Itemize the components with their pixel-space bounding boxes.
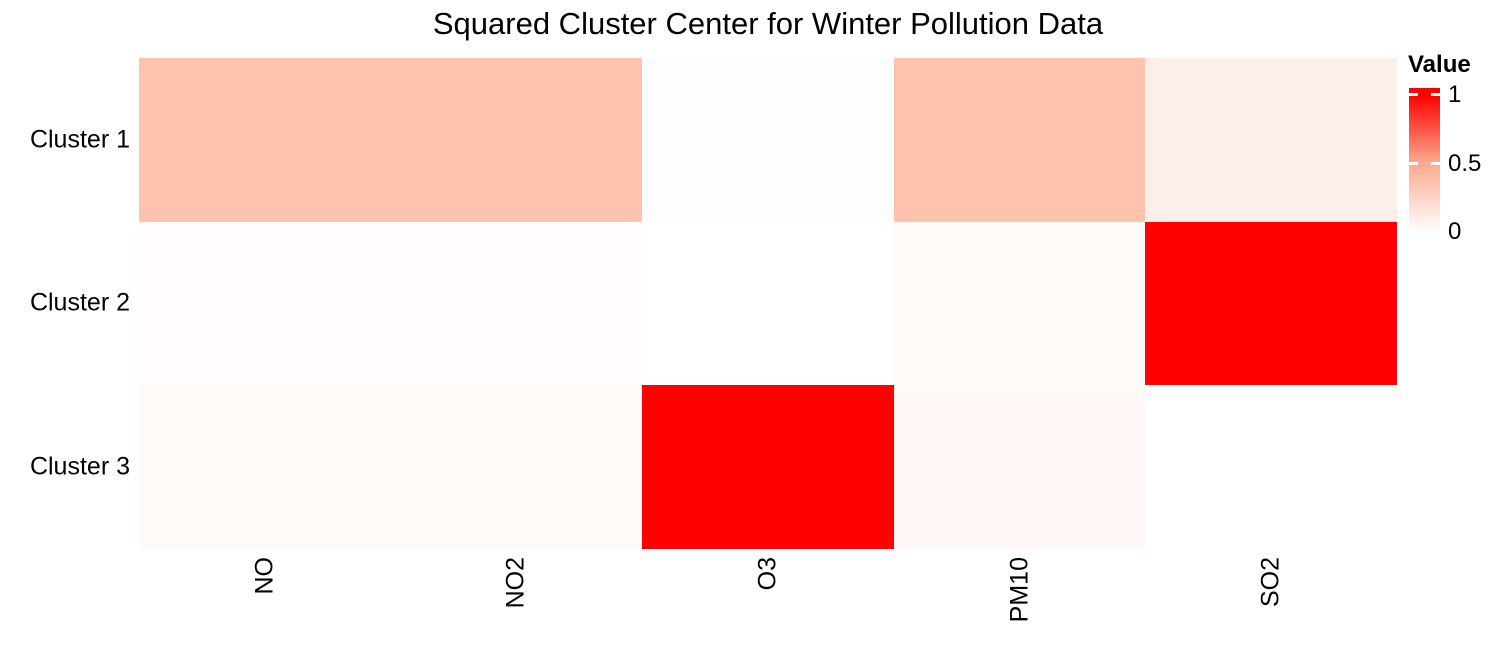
heatmap-cell	[893, 385, 1146, 549]
legend-tick-label-0: 0	[1448, 218, 1462, 245]
legend-tick-label-05: 0.5	[1448, 150, 1482, 177]
x-axis-label-so2: SO2	[1256, 557, 1285, 608]
heatmap-cell	[893, 221, 1146, 386]
heatmap-cell	[642, 221, 894, 386]
x-axis-label-text: O3	[753, 557, 782, 591]
x-axis-label-no: NO	[250, 557, 279, 595]
heatmap-plot-area	[139, 58, 1397, 549]
x-axis-label-no2: NO2	[501, 557, 530, 609]
heatmap-cell	[1145, 58, 1397, 222]
legend-title: Value	[1408, 51, 1471, 78]
heatmap-cell	[642, 58, 894, 222]
legend-tick-dash	[1431, 93, 1440, 96]
legend-tick-dash	[1409, 162, 1418, 165]
y-axis-label-cluster-1: Cluster 1	[29, 125, 130, 154]
x-axis-label-o3: O3	[753, 557, 782, 591]
legend-colorbar	[1409, 88, 1440, 233]
heatmap-cell	[390, 221, 643, 386]
heatmap-cell	[139, 221, 391, 386]
y-axis-label-cluster-3: Cluster 3	[29, 452, 130, 481]
heatmap-cell	[139, 385, 391, 549]
legend-tick-dash	[1431, 162, 1440, 165]
heatmap-cell	[893, 58, 1146, 222]
x-axis-label-text: NO	[250, 557, 279, 595]
x-axis-label-text: SO2	[1256, 557, 1285, 608]
heatmap-cell	[1145, 221, 1397, 386]
heatmap-cell	[642, 385, 894, 549]
y-axis-label-cluster-2: Cluster 2	[29, 288, 130, 317]
heatmap-cell	[390, 385, 643, 549]
heatmap-cell	[1145, 385, 1397, 549]
x-axis-label-text: NO2	[501, 557, 530, 609]
chart-title: Squared Cluster Center for Winter Pollut…	[432, 6, 1104, 41]
legend-tick-label-1: 1	[1448, 81, 1462, 108]
heatmap-cell	[390, 58, 643, 222]
x-axis-label-pm10: PM10	[1005, 557, 1034, 623]
legend-tick-dash	[1409, 93, 1418, 96]
x-axis-label-text: PM10	[1005, 557, 1034, 623]
heatmap-cell	[139, 58, 391, 222]
